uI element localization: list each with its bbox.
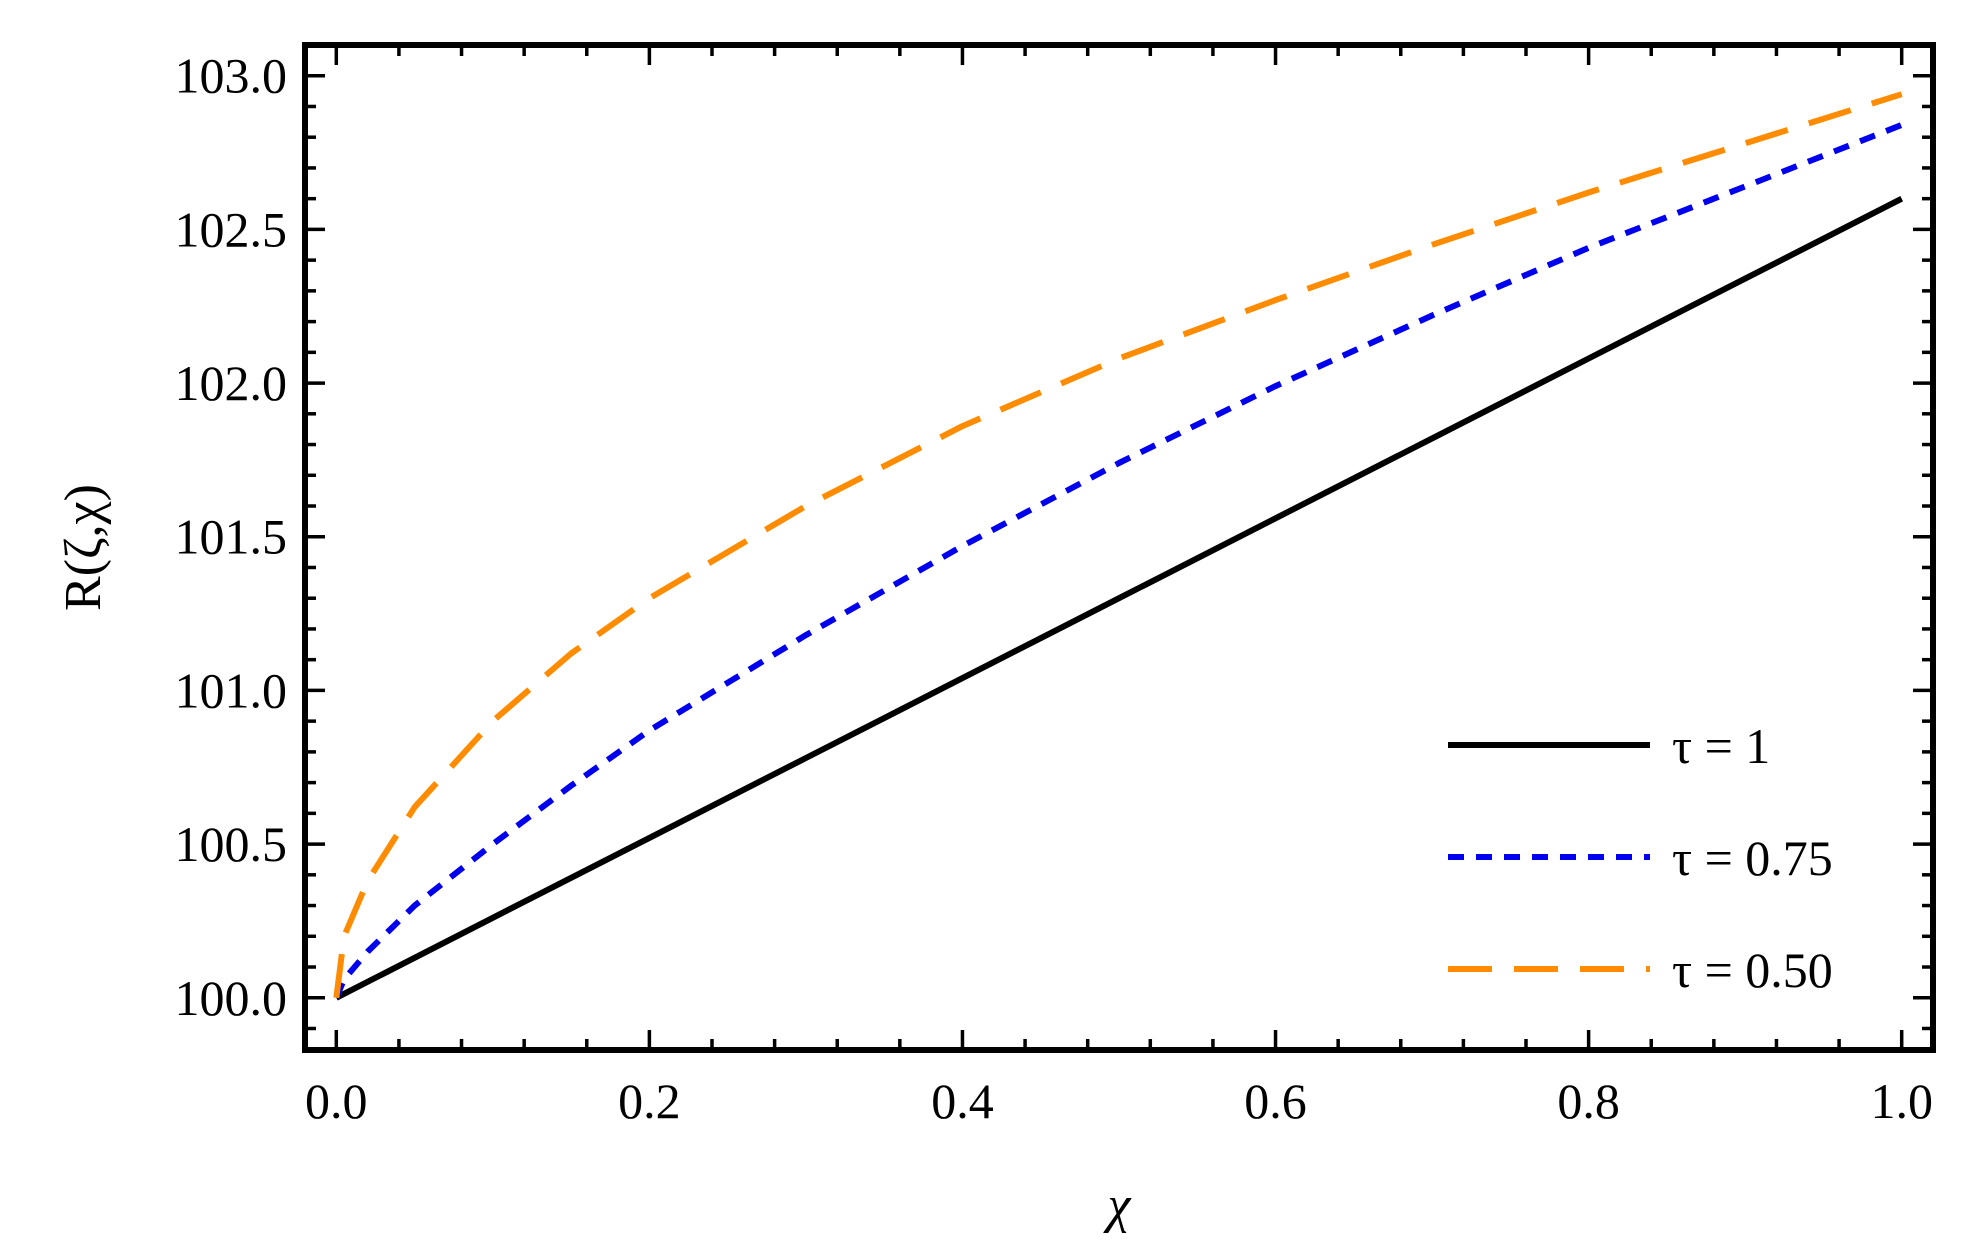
y-tick-label: 101.5	[175, 509, 288, 565]
x-tick-label: 0.0	[305, 1073, 368, 1129]
y-tick-label: 102.5	[175, 201, 288, 257]
legend-label-3: τ = 0.50	[1672, 942, 1833, 998]
x-axis-label: χ	[1103, 1177, 1132, 1234]
y-tick-label: 101.0	[175, 662, 288, 718]
series-line-1	[334, 196, 1904, 1001]
x-tick-label: 0.8	[1557, 1073, 1620, 1129]
legend-label-1: τ = 1	[1672, 718, 1770, 774]
series-line-3	[333, 91, 1903, 999]
x-tick-label: 1.0	[1870, 1073, 1933, 1129]
y-tick-label: 100.0	[175, 970, 288, 1026]
x-tick-label: 0.4	[931, 1073, 994, 1129]
x-tick-label: 0.2	[618, 1073, 681, 1129]
y-tick-label: 103.0	[175, 48, 288, 104]
y-tick-label: 102.0	[175, 355, 288, 411]
y-axis-label: R(ζ,χ)	[55, 484, 112, 611]
x-tick-label: 0.6	[1244, 1073, 1307, 1129]
y-tick-label: 100.5	[175, 816, 288, 872]
plot-frame	[302, 42, 1936, 1053]
legend-label-2: τ = 0.75	[1672, 830, 1833, 886]
series-line-2	[333, 122, 1903, 999]
